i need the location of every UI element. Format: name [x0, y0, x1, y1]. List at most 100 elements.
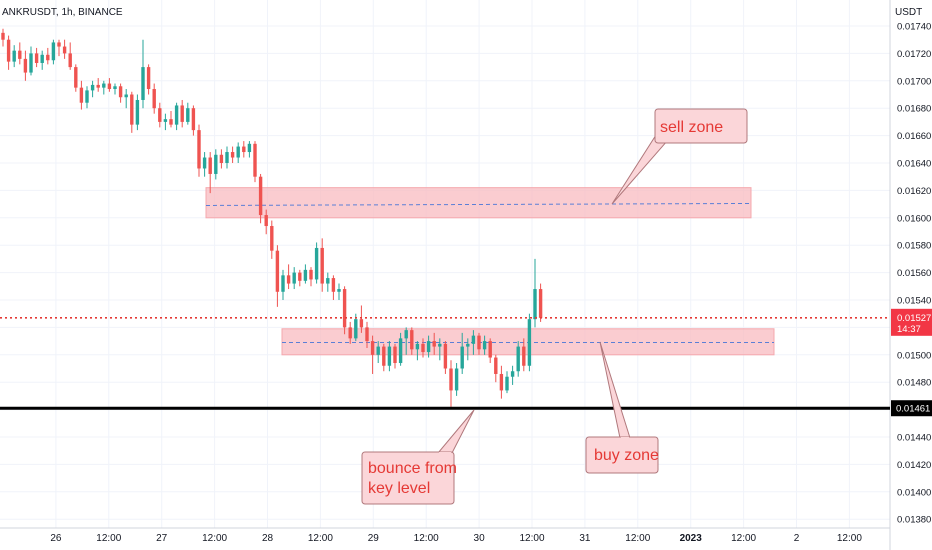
candle-body [398, 338, 403, 364]
callout-tail [599, 341, 631, 439]
candles [1, 28, 543, 407]
y-tick-label: 0.01380 [897, 515, 931, 526]
candle-body [426, 341, 431, 353]
candle-body [365, 327, 369, 342]
candle-body [337, 289, 341, 292]
candle-body [298, 272, 302, 281]
x-tick-label: 12:00 [625, 533, 650, 544]
candle-body [488, 341, 492, 358]
candle-body [527, 319, 532, 366]
candle-body [191, 108, 196, 131]
candle-body [130, 94, 134, 125]
candle-body [348, 327, 352, 339]
candle-body [34, 53, 39, 63]
candle-body [359, 319, 364, 328]
candle-body [370, 341, 375, 355]
candle-body [533, 289, 537, 320]
annotation-text: buy zone [594, 447, 659, 464]
annotation-text: sell zone [660, 119, 723, 136]
candle-body [236, 146, 240, 158]
candle-body [85, 90, 89, 103]
x-tick-label: 28 [262, 533, 274, 544]
candle-body [410, 330, 414, 350]
candle-body [477, 335, 481, 350]
candle-body [247, 143, 252, 153]
candle-body [90, 84, 95, 91]
candle-body [29, 53, 33, 73]
candle-body [286, 275, 291, 284]
candle-body [460, 346, 464, 369]
candle-body [522, 346, 526, 366]
x-tick-label: 30 [474, 533, 486, 544]
annotation-text: key level [368, 480, 430, 497]
candle-body [264, 215, 268, 227]
y-tick-label: 0.01680 [897, 104, 931, 115]
candle-body [443, 343, 448, 369]
price-lines [0, 317, 890, 410]
x-axis[interactable]: 26 12:00 27 12:00 28 12:00 29 12:00 30 12:00 31 12:… [50, 533, 862, 544]
candle-body [225, 152, 229, 163]
candle-body [505, 376, 509, 391]
candle-body [12, 50, 16, 62]
candle-body [51, 42, 56, 61]
candle-body [382, 346, 386, 366]
y-tick-label: 0.01640 [897, 159, 931, 170]
candle-body [421, 343, 425, 353]
candle-body [376, 346, 380, 355]
y-tick-label: 0.01540 [897, 296, 931, 307]
y-tick-label: 0.01740 [897, 22, 931, 33]
candle-body [309, 269, 313, 280]
candle-body [68, 53, 72, 68]
x-tick-label: 31 [579, 533, 591, 544]
x-tick-label: 12:00 [731, 533, 756, 544]
candle-body [326, 278, 330, 284]
zone-rect [205, 187, 752, 219]
y-tick-label: 0.01700 [897, 76, 931, 87]
y-tick-label: 0.01440 [897, 433, 931, 444]
candle-body [342, 289, 347, 328]
candle-body [113, 86, 117, 90]
x-tick-label: 12:00 [837, 533, 862, 544]
candle-body [494, 357, 498, 374]
candle-body [197, 130, 201, 169]
candle-body [202, 157, 207, 169]
candle-body [163, 119, 168, 122]
candle-body [118, 86, 123, 98]
x-tick-label: 12:00 [519, 533, 544, 544]
y-axis[interactable]: 0.01740 0.01720 0.01700 0.01680 0.01660 0.016… [891, 22, 932, 526]
x-tick-label: 12:00 [414, 533, 439, 544]
candle-body [230, 152, 235, 158]
candle-body [6, 39, 11, 62]
y-tick-label: 0.01500 [897, 350, 931, 361]
countdown-label: 14:37 [897, 324, 921, 335]
candle-body [510, 371, 515, 377]
candle-body [124, 94, 128, 98]
candle-body [471, 335, 476, 344]
y-tick-label: 0.01600 [897, 213, 931, 224]
y-tick-label: 0.01400 [897, 487, 931, 498]
last-price-tag[interactable] [891, 308, 932, 336]
zones [205, 187, 775, 356]
x-tick-label: 12:00 [202, 533, 227, 544]
candle-body [40, 54, 44, 63]
candle-body [96, 84, 100, 88]
x-tick-label: 12:00 [308, 533, 333, 544]
candle-body [354, 319, 358, 339]
candle-body [174, 105, 179, 125]
candle-body [169, 119, 173, 125]
candle-body [516, 346, 520, 372]
last-price-label: 0.01527 [897, 313, 931, 324]
candle-body [432, 341, 436, 347]
candle-body [466, 343, 470, 347]
y-tick-label: 0.01560 [897, 268, 931, 279]
candle-body [303, 269, 308, 281]
candle-body [292, 272, 296, 284]
candle-body [46, 54, 50, 61]
candle-body [320, 247, 324, 284]
annotation-text: bounce from [368, 460, 457, 477]
candle-body [180, 105, 184, 122]
x-tick-label: 29 [368, 533, 380, 544]
key-level-tag[interactable] [891, 400, 932, 417]
